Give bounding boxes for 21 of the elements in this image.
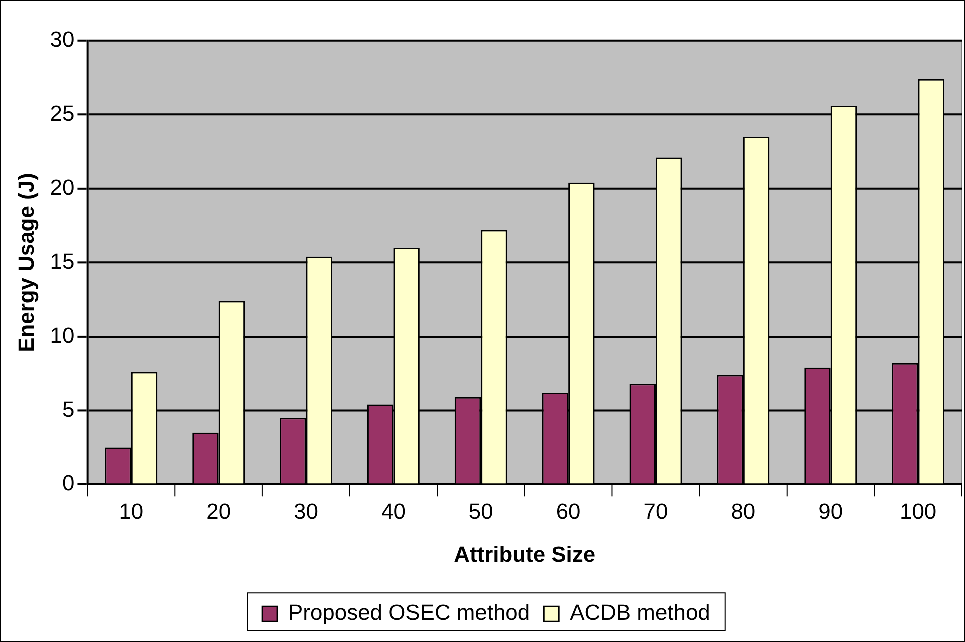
legend-label: Proposed OSEC method bbox=[288, 600, 530, 626]
x-tick-label: 20 bbox=[206, 498, 232, 524]
y-tick-label: 10 bbox=[50, 322, 75, 348]
y-tick-label: 15 bbox=[50, 248, 75, 274]
y-tick-label: 0 bbox=[62, 470, 75, 496]
x-tick-label: 40 bbox=[381, 498, 406, 524]
x-tick-label: 60 bbox=[556, 498, 581, 524]
y-tick-label: 20 bbox=[50, 174, 75, 200]
x-tick-label: 90 bbox=[818, 498, 844, 524]
x-tick-label: 70 bbox=[644, 498, 668, 524]
x-tick-label: 100 bbox=[900, 498, 937, 524]
y-tick-label: 25 bbox=[50, 100, 75, 126]
x-tick-label: 50 bbox=[468, 498, 494, 524]
x-tick-label: 30 bbox=[294, 498, 318, 524]
x-tick-label: 80 bbox=[731, 498, 756, 524]
x-tick-label: 10 bbox=[119, 498, 144, 524]
y-tick-label: 5 bbox=[62, 396, 75, 422]
legend-label: ACDB method bbox=[570, 600, 710, 626]
y-tick-label: 30 bbox=[50, 26, 75, 52]
y-axis-title: Energy Usage (J) bbox=[14, 173, 40, 352]
x-axis-title: Attribute Size bbox=[454, 542, 596, 568]
